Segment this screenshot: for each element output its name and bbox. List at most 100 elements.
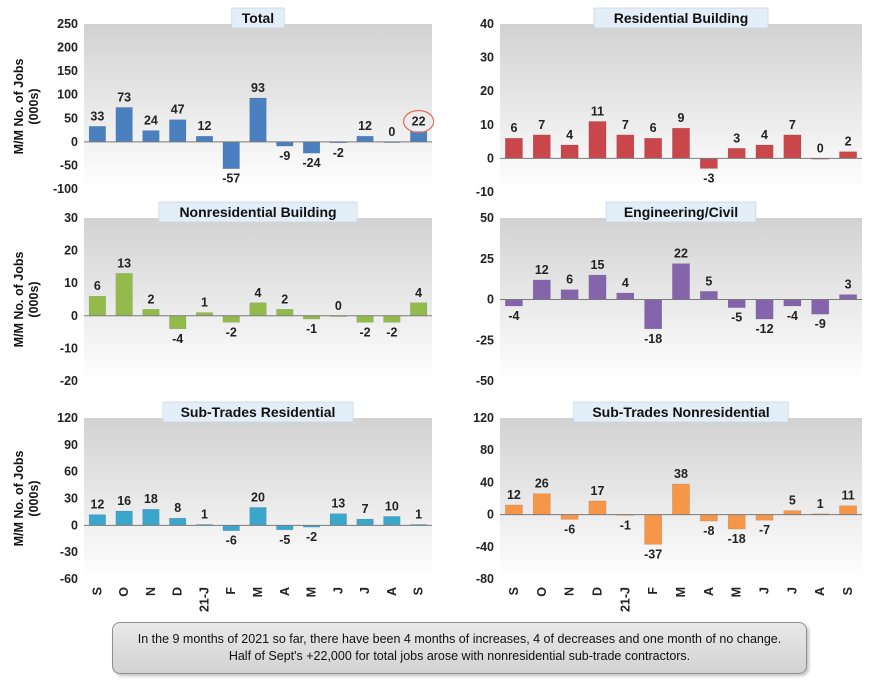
data-label: 20 — [251, 490, 265, 504]
data-label: 8 — [174, 501, 181, 515]
bar — [672, 127, 690, 159]
data-label: -3 — [703, 171, 714, 185]
bar — [532, 279, 551, 300]
bar — [560, 514, 579, 520]
y-tick-label: 80 — [480, 443, 494, 457]
x-tick-label: S — [507, 587, 521, 595]
data-label: -4 — [787, 309, 798, 323]
y-tick-label: 0 — [71, 518, 78, 532]
bar — [249, 507, 267, 526]
data-label: -4 — [172, 332, 183, 346]
y-tick-label: -100 — [53, 182, 78, 196]
y-tick-label: 30 — [64, 211, 78, 225]
x-tick-label: F — [224, 587, 238, 595]
y-tick-label: -50 — [60, 158, 78, 172]
caption-box: In the 9 months of 2021 so far, there ha… — [112, 622, 807, 674]
x-tick-label: O — [535, 587, 549, 597]
data-label: -6 — [564, 522, 575, 536]
bar — [839, 505, 857, 515]
bar — [783, 510, 802, 515]
bar — [115, 273, 133, 317]
x-tick-label: J — [331, 587, 345, 594]
data-label: 15 — [591, 258, 605, 272]
bar — [249, 97, 267, 143]
data-label: 6 — [566, 273, 573, 287]
bar — [142, 508, 160, 526]
bar — [356, 518, 374, 526]
data-label: 0 — [335, 299, 342, 313]
bar — [644, 137, 663, 159]
bar — [755, 514, 774, 521]
y-tick-label: -30 — [60, 545, 78, 559]
bar — [560, 289, 579, 300]
bar — [588, 274, 607, 300]
data-label: 7 — [622, 118, 629, 132]
data-label: 1 — [201, 507, 208, 521]
data-label: -5 — [731, 311, 742, 325]
data-label: 18 — [144, 492, 158, 506]
y-tick-label: -60 — [60, 572, 78, 586]
x-tick-label: M — [305, 587, 319, 597]
bar — [88, 514, 106, 526]
bar — [356, 135, 374, 143]
y-tick-label: 50 — [64, 111, 78, 125]
y-tick-label: 90 — [64, 438, 78, 452]
data-label: 5 — [789, 494, 796, 508]
x-tick-label: M — [674, 587, 688, 597]
y-tick-label: -50 — [476, 374, 494, 388]
y-tick-label: 0 — [487, 293, 494, 307]
data-label: -1 — [306, 322, 317, 336]
bar — [88, 295, 106, 317]
bar — [616, 292, 635, 300]
caption-line-1: In the 9 months of 2021 so far, there ha… — [137, 632, 782, 646]
bar — [672, 483, 690, 515]
data-label: 0 — [817, 141, 824, 155]
data-label: -57 — [222, 172, 240, 186]
y-axis-title: M/M No. of Jobs(000s) — [12, 451, 41, 547]
y-tick-label: -20 — [60, 374, 78, 388]
data-label: -1 — [620, 518, 631, 532]
y-tick-label: -10 — [476, 185, 494, 199]
x-tick-label: A — [813, 587, 827, 596]
data-label: -7 — [759, 523, 770, 537]
bar — [302, 141, 321, 154]
data-label: 4 — [255, 286, 262, 300]
chart-title: Residential Building — [614, 10, 749, 26]
data-label: 11 — [841, 489, 854, 503]
data-label: 12 — [507, 488, 521, 502]
y-tick-label: 0 — [71, 135, 78, 149]
data-label: 6 — [650, 121, 657, 135]
data-label: 22 — [674, 247, 688, 261]
data-label: 16 — [117, 494, 131, 508]
x-tick-label: J — [758, 587, 772, 594]
bar — [532, 493, 551, 515]
data-label: -2 — [386, 325, 397, 339]
bar — [839, 294, 857, 300]
bar — [532, 134, 551, 159]
data-label: 93 — [251, 81, 265, 95]
bar — [811, 299, 830, 315]
y-tick-label: 40 — [480, 17, 494, 31]
bar — [115, 510, 133, 526]
data-label: 12 — [198, 119, 212, 133]
bar — [699, 514, 718, 522]
data-label: -12 — [755, 322, 773, 336]
bar — [755, 299, 774, 320]
chart-panel-4: -50 -25 0 25 50 -4 12 6 15 4 -18 22 5 -5 -12 -4 -9 3 Engin… — [476, 201, 862, 388]
bar — [169, 517, 187, 526]
y-tick-label: -40 — [476, 540, 494, 554]
data-label: 4 — [761, 128, 768, 142]
data-label: 1 — [817, 497, 824, 511]
x-tick-label: S — [90, 587, 104, 595]
data-label: 4 — [415, 286, 422, 300]
bar — [169, 119, 187, 143]
bar — [588, 500, 607, 515]
data-label: -8 — [703, 524, 714, 538]
y-tick-label: 10 — [64, 276, 78, 290]
bar — [195, 135, 214, 143]
data-label: 17 — [591, 484, 605, 498]
chart-title-box — [573, 401, 789, 423]
data-label: 3 — [845, 278, 852, 292]
